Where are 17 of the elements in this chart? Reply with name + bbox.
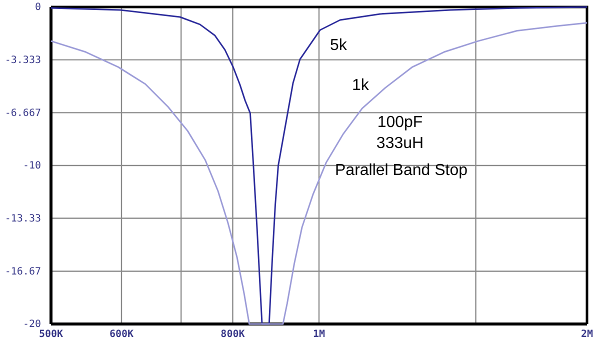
y-tick-label: -13.33 bbox=[4, 213, 41, 224]
x-tick-label: 1M bbox=[312, 329, 326, 340]
y-tick-label: -16.67 bbox=[4, 266, 41, 278]
y-tick-label: -6.667 bbox=[4, 108, 41, 119]
x-tick-label: 500K bbox=[38, 329, 64, 340]
series-label: 5k bbox=[330, 37, 348, 54]
y-tick-label: 0 bbox=[34, 2, 41, 14]
y-tick-label: -20 bbox=[22, 319, 41, 330]
annotation: 333uH bbox=[376, 135, 424, 152]
series-label: 1k bbox=[352, 77, 370, 94]
y-tick-label: -10 bbox=[22, 160, 41, 172]
annotation: Parallel Band Stop bbox=[335, 162, 468, 179]
annotation: 100pF bbox=[377, 114, 423, 131]
y-tick-label: -3.333 bbox=[4, 55, 41, 66]
x-tick-label: 800K bbox=[220, 329, 245, 340]
x-tick-label: 2M bbox=[580, 329, 594, 340]
x-tick-label: 600K bbox=[109, 329, 134, 340]
